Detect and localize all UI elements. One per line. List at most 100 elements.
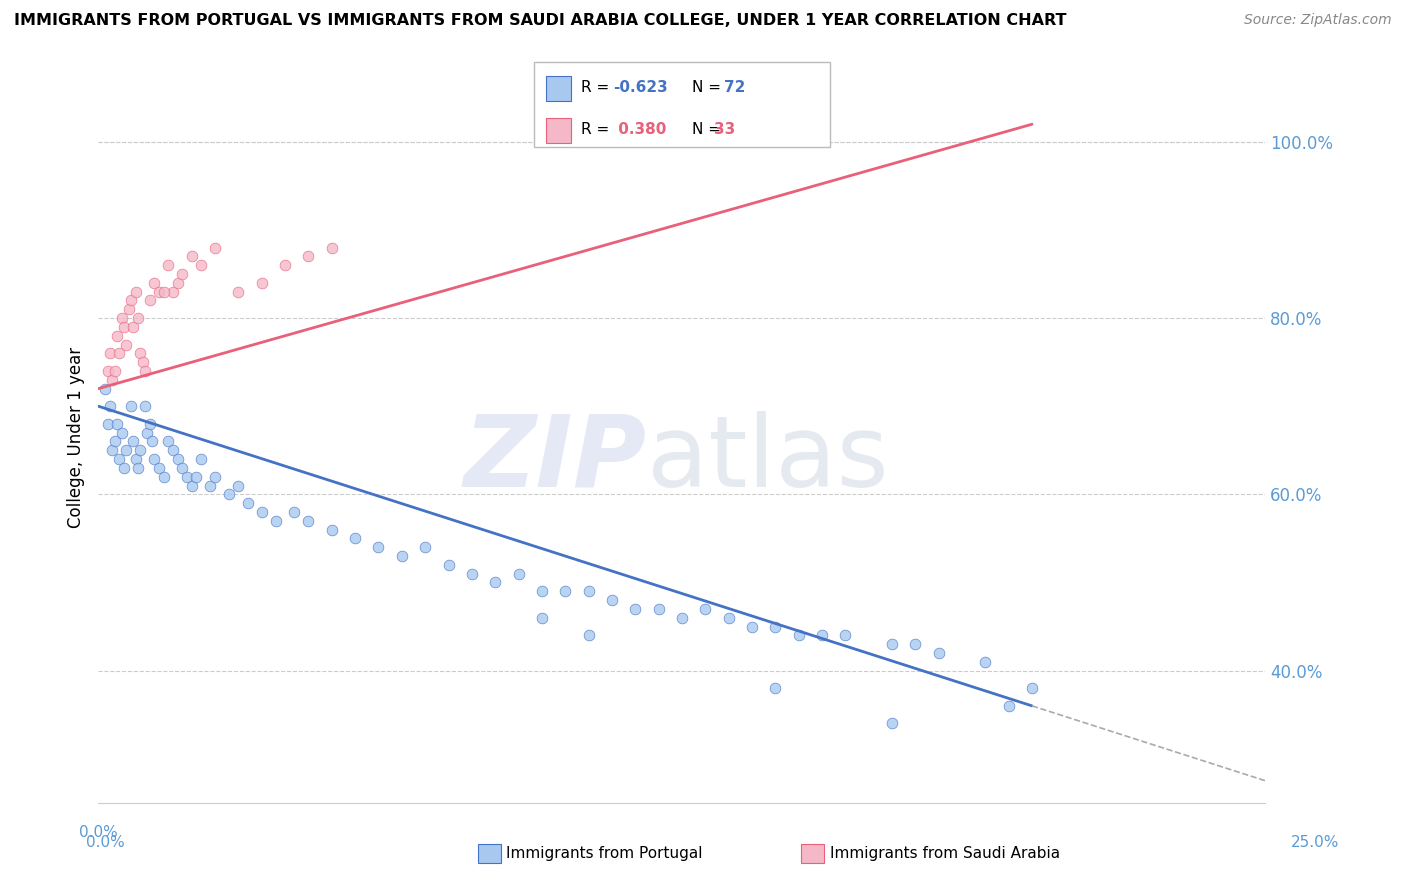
Point <box>190 258 212 272</box>
Text: N =: N = <box>692 121 725 136</box>
Point <box>647 602 669 616</box>
Point <box>141 434 163 449</box>
Text: 0.0%: 0.0% <box>86 836 125 850</box>
Point <box>530 584 553 599</box>
Point <box>136 425 159 440</box>
Point <box>162 285 184 299</box>
Point <box>166 452 188 467</box>
Point <box>413 540 436 554</box>
Text: 25.0%: 25.0% <box>1291 836 1339 850</box>
Point <box>600 593 623 607</box>
Text: 72: 72 <box>724 80 745 95</box>
Point <box>530 611 553 625</box>
Point <box>94 382 117 396</box>
Point <box>717 611 740 625</box>
Point <box>148 461 170 475</box>
Text: N =: N = <box>692 80 725 95</box>
Point <box>172 461 194 475</box>
Point <box>129 346 152 360</box>
Point <box>162 443 184 458</box>
Point <box>321 241 343 255</box>
Point <box>200 478 222 492</box>
Point <box>461 566 484 581</box>
Text: Source: ZipAtlas.com: Source: ZipAtlas.com <box>1244 13 1392 28</box>
Point <box>624 602 647 616</box>
Text: atlas: atlas <box>647 410 889 508</box>
Point <box>120 293 142 308</box>
Point <box>111 425 134 440</box>
Point <box>997 698 1019 713</box>
Text: Immigrants from Saudi Arabia: Immigrants from Saudi Arabia <box>830 847 1060 861</box>
Text: IMMIGRANTS FROM PORTUGAL VS IMMIGRANTS FROM SAUDI ARABIA COLLEGE, UNDER 1 YEAR C: IMMIGRANTS FROM PORTUGAL VS IMMIGRANTS F… <box>14 13 1067 29</box>
Point <box>108 452 131 467</box>
Point <box>127 311 149 326</box>
Point <box>297 514 319 528</box>
Text: Immigrants from Portugal: Immigrants from Portugal <box>506 847 703 861</box>
Point <box>264 514 287 528</box>
Point <box>554 584 576 599</box>
Point <box>129 443 152 458</box>
Text: ZIP: ZIP <box>464 410 647 508</box>
Text: -0.623: -0.623 <box>613 80 668 95</box>
Point <box>763 619 786 633</box>
Point <box>180 478 202 492</box>
Point <box>344 532 367 546</box>
Text: R =: R = <box>581 121 614 136</box>
Point <box>367 540 389 554</box>
Point <box>122 434 145 449</box>
Point <box>132 355 155 369</box>
Point <box>880 716 903 731</box>
Point <box>880 637 903 651</box>
Point <box>143 452 166 467</box>
Point <box>321 523 343 537</box>
Point <box>118 302 141 317</box>
Point <box>112 320 135 334</box>
Point <box>139 293 162 308</box>
Point <box>250 505 273 519</box>
Point <box>108 346 131 360</box>
Point <box>98 346 121 360</box>
Point <box>578 584 600 599</box>
Point <box>98 399 121 413</box>
Point <box>101 373 124 387</box>
Point <box>236 496 259 510</box>
Point <box>111 311 134 326</box>
Point <box>974 655 997 669</box>
Point <box>105 417 128 431</box>
Point <box>152 469 174 483</box>
Point <box>671 611 693 625</box>
Point <box>484 575 506 590</box>
Point <box>391 549 413 563</box>
Point <box>166 276 188 290</box>
Point <box>97 417 120 431</box>
Point <box>508 566 530 581</box>
Point <box>437 558 460 572</box>
Point <box>787 628 810 642</box>
Point <box>172 267 194 281</box>
Point <box>228 478 250 492</box>
Point <box>143 276 166 290</box>
Point <box>101 443 124 458</box>
Point <box>97 364 120 378</box>
Point <box>578 628 600 642</box>
Point <box>104 364 127 378</box>
Point <box>157 434 180 449</box>
Point <box>218 487 240 501</box>
Point <box>125 285 148 299</box>
Point <box>152 285 174 299</box>
Point <box>176 469 198 483</box>
Point <box>204 241 226 255</box>
Text: R =: R = <box>581 80 614 95</box>
Point <box>134 399 156 413</box>
Point <box>228 285 250 299</box>
Y-axis label: College, Under 1 year: College, Under 1 year <box>66 346 84 528</box>
Point <box>204 469 226 483</box>
Point <box>157 258 180 272</box>
Point <box>139 417 162 431</box>
Point <box>283 505 305 519</box>
Point <box>186 469 208 483</box>
Point <box>904 637 927 651</box>
Point <box>112 461 135 475</box>
Point <box>763 681 786 696</box>
Text: 0.0%: 0.0% <box>79 825 118 840</box>
